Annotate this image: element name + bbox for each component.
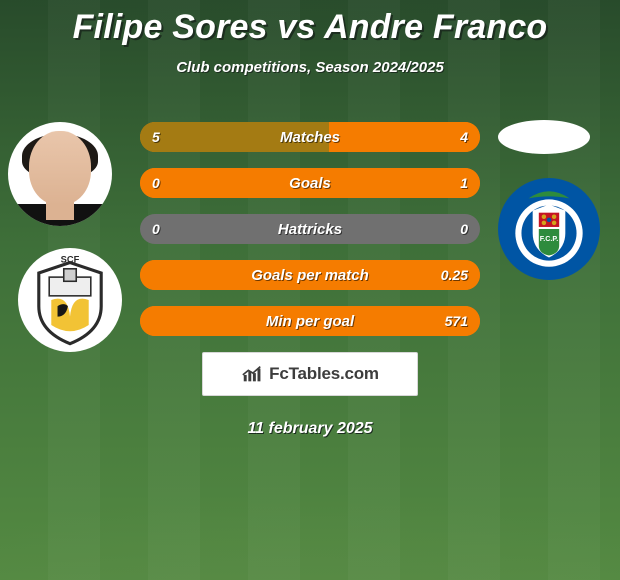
- stat-value-left: 0: [152, 214, 160, 244]
- stat-bar-right: [329, 122, 480, 152]
- brand-text: FcTables.com: [269, 364, 379, 384]
- club-crest-right: F.C.P.: [498, 178, 600, 280]
- stat-label: Hattricks: [140, 214, 480, 244]
- stat-row: Goals per match0.25: [140, 260, 480, 290]
- stat-row: Goals01: [140, 168, 480, 198]
- svg-text:F.C.P.: F.C.P.: [540, 235, 558, 243]
- club-crest-left-icon: SCF: [18, 248, 122, 352]
- brand-box: FcTables.com: [202, 352, 418, 396]
- comparison-date: 11 february 2025: [0, 420, 620, 438]
- player-right-avatar: [498, 120, 590, 154]
- stat-value-right: 0: [460, 214, 468, 244]
- stat-row: Min per goal571: [140, 306, 480, 336]
- content-wrap: Filipe Sores vs Andre Franco Club compet…: [0, 0, 620, 580]
- stat-bar-left: [140, 122, 329, 152]
- club-crest-left: SCF: [18, 248, 122, 352]
- player-left-avatar: [8, 122, 112, 226]
- stat-row: Hattricks0 0: [140, 214, 480, 244]
- chart-icon: [241, 363, 263, 385]
- stat-row: Matches54: [140, 122, 480, 152]
- subtitle: Club competitions, Season 2024/2025: [0, 59, 620, 76]
- svg-text:SCF: SCF: [61, 255, 80, 265]
- page-title: Filipe Sores vs Andre Franco: [0, 0, 620, 47]
- club-crest-right-icon: F.C.P.: [498, 178, 600, 280]
- stat-bar-right: [140, 260, 480, 290]
- stat-bar-right: [140, 168, 480, 198]
- player-left-head: [29, 131, 91, 205]
- comparison-bars: Matches54 Goals01 Hattricks0 0 Goals per mat…: [140, 122, 480, 352]
- stat-bar-right: [140, 306, 480, 336]
- date-wrap: 11 february 2025: [0, 404, 620, 438]
